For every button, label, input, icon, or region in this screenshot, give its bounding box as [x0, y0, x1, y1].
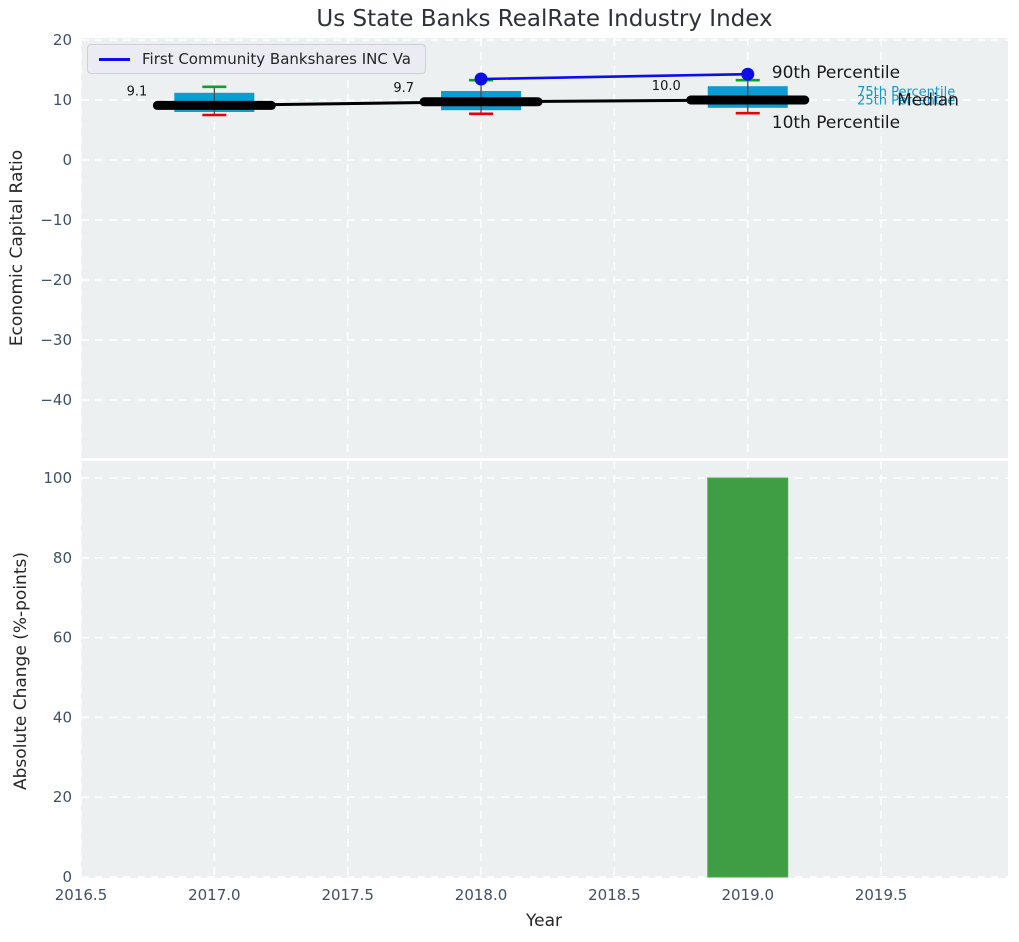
bottom-y-tick-label: 0 — [62, 868, 72, 886]
x-axis-label: Year — [526, 911, 562, 931]
x-tick-label: 2019.0 — [722, 886, 775, 904]
top-y-axis-label: Economic Capital Ratio — [7, 149, 27, 347]
bottom-y-tick-label: 20 — [53, 788, 72, 806]
bottom-y-axis-label: Absolute Change (%-points) — [11, 552, 31, 790]
x-tick-label: 2017.5 — [321, 886, 374, 904]
x-tick-label: 2019.5 — [855, 886, 908, 904]
bottom-y-tick-label: 100 — [43, 469, 72, 487]
top-y-tick-label: 20 — [53, 31, 72, 49]
legend: First Community Bankshares INC Va — [87, 44, 426, 74]
x-tick-label: 2018.0 — [455, 886, 508, 904]
top-y-tick-label: −20 — [40, 271, 72, 289]
bottom-y-tick-label: 40 — [53, 708, 72, 726]
top-y-tick-label: −40 — [40, 391, 72, 409]
top-y-tick-label: −10 — [40, 211, 72, 229]
legend-line-sample — [99, 57, 130, 61]
x-tick-label: 2017.0 — [188, 886, 241, 904]
chart-title: Us State Banks RealRate Industry Index — [316, 6, 773, 32]
bottom-plot-area — [81, 461, 1008, 878]
top-y-tick-label: 10 — [53, 91, 72, 109]
x-tick-label: 2016.5 — [55, 886, 108, 904]
top-plot-area — [81, 38, 1008, 458]
top-y-tick-label: 0 — [62, 151, 72, 169]
bottom-y-tick-label: 60 — [53, 629, 72, 647]
legend-label: First Community Bankshares INC Va — [142, 50, 411, 68]
x-tick-label: 2018.5 — [588, 886, 641, 904]
top-y-tick-label: −30 — [40, 331, 72, 349]
bottom-y-tick-label: 80 — [53, 549, 72, 567]
